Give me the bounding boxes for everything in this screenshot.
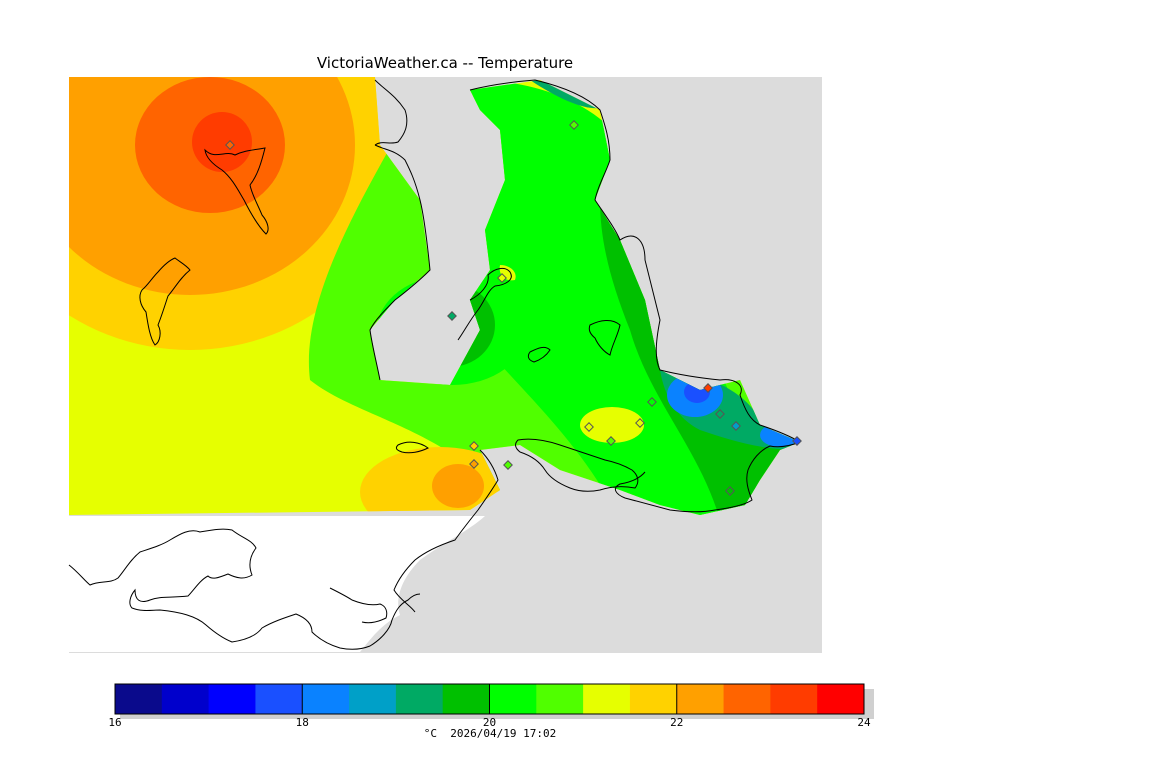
- colorbar-swatch: [723, 684, 771, 714]
- station-marker: [447, 311, 457, 321]
- colorbar-swatch: [208, 684, 256, 714]
- colorbar-swatch: [817, 684, 865, 714]
- station-marker: [715, 409, 725, 419]
- colorbar-swatch: [302, 684, 350, 714]
- station-marker: [792, 436, 802, 446]
- station-marker: [703, 383, 713, 393]
- station-marker: [635, 418, 645, 428]
- colorbar-swatch: [349, 684, 397, 714]
- no-data-region: [69, 516, 485, 652]
- colorbar-swatch: [395, 684, 444, 714]
- station-marker: [469, 441, 479, 451]
- station-marker: [725, 486, 735, 496]
- colorbar-tick-label: 20: [483, 716, 496, 729]
- map-title: VictoriaWeather.ca -- Temperature: [316, 54, 574, 72]
- colorbar-swatch: [676, 684, 725, 714]
- colorbar-swatch: [583, 684, 631, 714]
- colorbar-swatch: [536, 684, 584, 714]
- station-marker: [731, 421, 741, 431]
- colorbar-ticks: 16 18 20 22 24: [108, 684, 871, 729]
- station-markers: [225, 120, 802, 496]
- station-marker: [606, 436, 616, 446]
- colorbar-swatch: [442, 684, 490, 714]
- station-marker: [584, 422, 594, 432]
- colorbar-swatch: [770, 684, 818, 714]
- station-marker: [497, 273, 507, 283]
- colorbar-tick-label: 24: [857, 716, 871, 729]
- colorbar-swatch: [629, 684, 678, 714]
- colorbar-swatch: [115, 684, 163, 714]
- colorbar-tick-label: 18: [296, 716, 309, 729]
- colorbar-tick-label: 16: [108, 716, 121, 729]
- colorbar-swatches: [114, 683, 865, 715]
- colorbar-caption: °C 2026/04/19 17:02: [0, 727, 980, 740]
- colorbar-swatch: [255, 684, 303, 714]
- colorbar-swatch: [489, 684, 537, 714]
- colorbar-swatch: [161, 684, 210, 714]
- temperature-map: [68, 77, 822, 653]
- station-marker: [569, 120, 579, 130]
- coastlines: [68, 79, 801, 650]
- station-marker: [225, 140, 235, 150]
- unit-label: °C: [423, 727, 438, 740]
- station-marker: [503, 460, 513, 470]
- station-marker: [647, 397, 657, 407]
- timestamp: 2026/04/19 17:02: [450, 727, 557, 740]
- colorbar-tick-label: 22: [670, 716, 683, 729]
- station-marker: [469, 459, 479, 469]
